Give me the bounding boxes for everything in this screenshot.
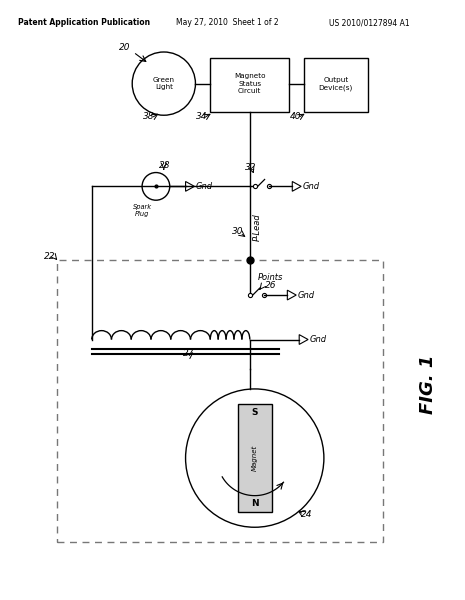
- Text: Magnet: Magnet: [252, 445, 258, 471]
- Circle shape: [142, 173, 170, 200]
- Text: US 2010/0127894 A1: US 2010/0127894 A1: [329, 19, 410, 28]
- Bar: [210, 58, 289, 112]
- Text: FIG. 1: FIG. 1: [418, 354, 437, 413]
- Text: 30: 30: [232, 227, 244, 236]
- Text: S: S: [252, 408, 258, 417]
- Bar: [238, 404, 272, 512]
- Text: 38: 38: [143, 112, 154, 121]
- Text: N: N: [251, 499, 259, 508]
- Text: Patent Application Publication: Patent Application Publication: [18, 19, 150, 28]
- Text: 22: 22: [44, 251, 56, 260]
- Text: Output
Device(s): Output Device(s): [319, 77, 353, 91]
- Text: Gnd: Gnd: [196, 182, 213, 191]
- Text: Gnd: Gnd: [298, 290, 315, 299]
- Text: 24: 24: [301, 511, 312, 520]
- Text: Green
Light: Green Light: [153, 77, 175, 91]
- Text: 20: 20: [120, 43, 131, 52]
- Text: 28: 28: [159, 161, 170, 170]
- Circle shape: [132, 52, 195, 115]
- Text: May 27, 2010  Sheet 1 of 2: May 27, 2010 Sheet 1 of 2: [176, 19, 279, 28]
- Text: 40: 40: [290, 112, 302, 121]
- Text: Gnd: Gnd: [309, 335, 326, 344]
- Circle shape: [186, 389, 324, 527]
- Text: Points: Points: [258, 273, 283, 282]
- Text: Spark
Plug: Spark Plug: [133, 204, 152, 217]
- Text: P-Lead: P-Lead: [253, 213, 262, 241]
- Text: 26: 26: [265, 281, 276, 290]
- Text: Gnd: Gnd: [303, 182, 319, 191]
- Text: Magneto
Status
Circuit: Magneto Status Circuit: [234, 73, 266, 94]
- Text: 32: 32: [245, 163, 256, 172]
- Bar: [57, 260, 383, 542]
- Bar: [304, 58, 368, 112]
- Text: 27: 27: [183, 349, 194, 358]
- Text: 34: 34: [196, 112, 208, 121]
